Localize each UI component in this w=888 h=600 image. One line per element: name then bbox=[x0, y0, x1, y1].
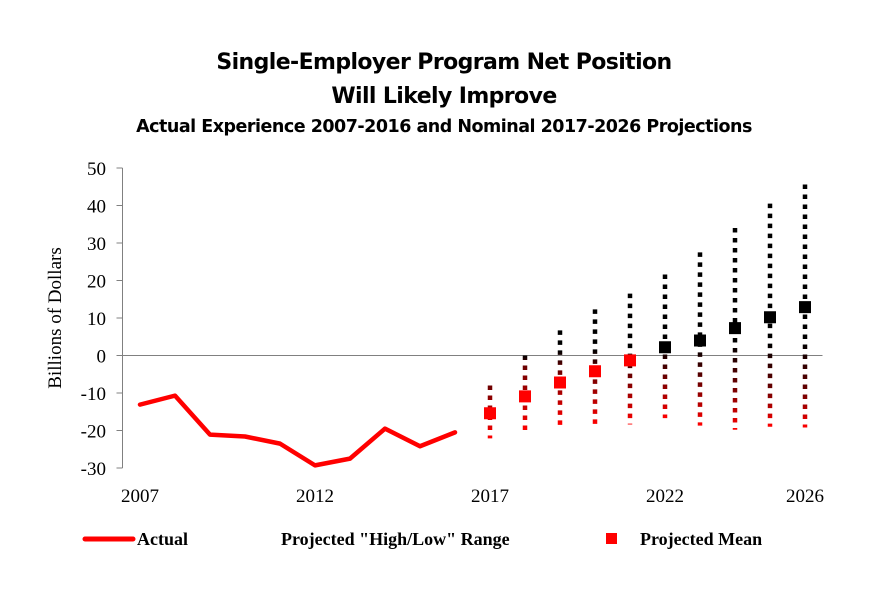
mean-marker-2020 bbox=[589, 365, 601, 378]
x-tick-label: 2026 bbox=[786, 486, 824, 507]
mean-marker-2021 bbox=[624, 354, 636, 367]
chart-title: Single-Employer Program Net Position bbox=[216, 50, 672, 75]
y-tick-label: 10 bbox=[87, 309, 106, 330]
mean-marker-2026 bbox=[799, 301, 811, 314]
x-tick-label: 2012 bbox=[296, 486, 334, 507]
mean-marker-2024 bbox=[729, 322, 741, 335]
chart-title-line2: Will Likely Improve bbox=[331, 84, 557, 109]
y-tick-label: -10 bbox=[81, 384, 106, 405]
x-tick-label: 2022 bbox=[646, 486, 684, 507]
mean-marker-2018 bbox=[519, 390, 531, 403]
legend-mean-swatch bbox=[606, 533, 617, 544]
y-tick-label: 50 bbox=[87, 159, 106, 180]
mean-marker-2025 bbox=[764, 311, 776, 324]
x-tick-label: 2007 bbox=[121, 486, 159, 507]
y-tick-label: 30 bbox=[87, 234, 106, 255]
mean-marker-2017 bbox=[484, 407, 496, 420]
mean-marker-2023 bbox=[694, 334, 706, 347]
mean-marker-2022 bbox=[659, 341, 671, 354]
chart-subtitle: Actual Experience 2007-2016 and Nominal … bbox=[136, 117, 752, 137]
legend: Actual Projected "High/Low" Range Projec… bbox=[82, 520, 762, 556]
y-axis-label: Billions of Dollars bbox=[45, 247, 66, 388]
y-tick-label: -20 bbox=[81, 422, 106, 443]
mean-markers bbox=[484, 301, 811, 420]
y-tick-label: 20 bbox=[87, 272, 106, 293]
legend-mean-label: Projected Mean bbox=[640, 529, 762, 549]
actual-series bbox=[137, 393, 458, 468]
y-tick-label: 40 bbox=[87, 197, 106, 218]
axes: 50 40 30 20 10 0 -10 -20 -30 2007 2012 2017 2022 2026 bbox=[81, 159, 824, 507]
legend-actual-label: Actual bbox=[137, 529, 188, 549]
range-bars bbox=[487, 184, 808, 439]
chart-title-block: Single-Employer Program Net Position Wil… bbox=[0, 46, 888, 140]
y-tick-label: -30 bbox=[81, 459, 106, 480]
mean-marker-2019 bbox=[554, 376, 566, 389]
x-tick-label: 2017 bbox=[471, 486, 509, 507]
legend-range-label: Projected "High/Low" Range bbox=[281, 529, 510, 549]
actual-line bbox=[137, 393, 458, 468]
y-tick-label: 0 bbox=[97, 347, 107, 368]
